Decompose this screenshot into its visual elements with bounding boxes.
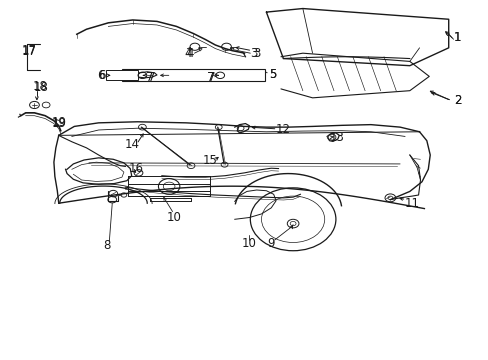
Text: 5: 5	[268, 68, 276, 81]
Text: 6: 6	[97, 69, 104, 82]
Text: 18: 18	[33, 80, 48, 93]
Text: 9: 9	[267, 237, 274, 250]
Text: 10: 10	[166, 211, 181, 224]
Text: 15: 15	[203, 154, 218, 167]
Bar	[106, 70, 137, 80]
Text: 19: 19	[51, 116, 66, 129]
Text: 5: 5	[268, 68, 276, 81]
Text: 2: 2	[453, 94, 460, 107]
Text: 3: 3	[252, 47, 260, 60]
Text: 3: 3	[250, 47, 257, 60]
Text: 7: 7	[207, 71, 215, 84]
Text: 2: 2	[453, 94, 460, 107]
Text: 4: 4	[184, 47, 192, 60]
Text: 1: 1	[453, 31, 460, 44]
Text: 19: 19	[51, 117, 66, 130]
Text: 4: 4	[186, 47, 193, 60]
Text: 7: 7	[206, 71, 214, 84]
Text: 8: 8	[103, 239, 111, 252]
Text: 1: 1	[453, 31, 460, 44]
Text: 10: 10	[242, 237, 256, 250]
Text: 13: 13	[329, 131, 344, 144]
Text: 14: 14	[124, 138, 139, 151]
Text: 17: 17	[22, 45, 37, 58]
Text: 6: 6	[98, 69, 105, 82]
Text: 18: 18	[34, 81, 49, 94]
Bar	[122, 69, 265, 81]
Text: 7: 7	[145, 71, 153, 84]
Text: 7: 7	[148, 71, 156, 84]
Text: 12: 12	[275, 123, 290, 136]
Text: 17: 17	[22, 44, 37, 57]
Text: 16: 16	[129, 162, 144, 175]
Text: 11: 11	[404, 197, 419, 210]
